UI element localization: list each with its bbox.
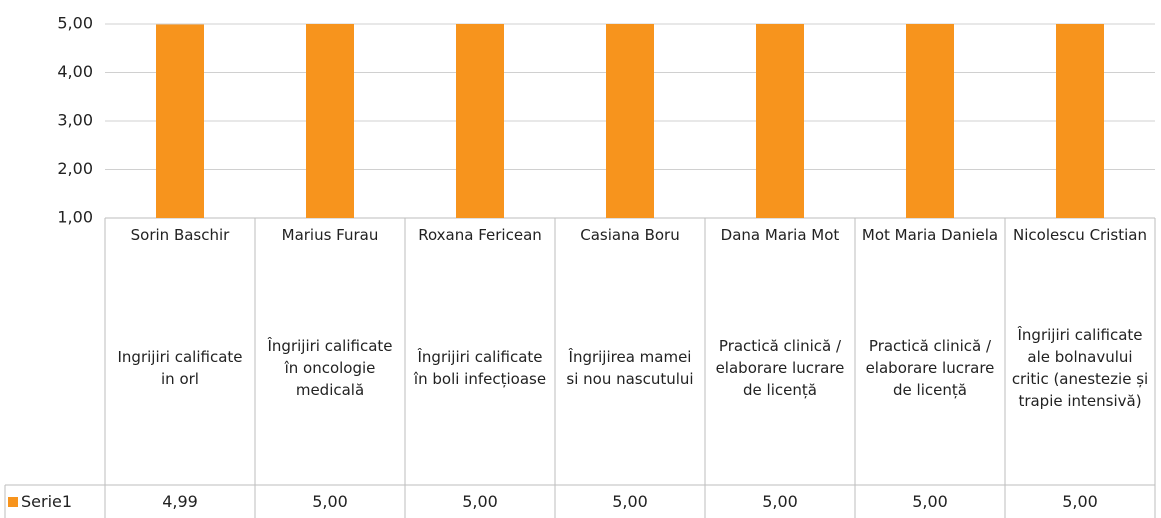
value-label: 5,00: [462, 492, 498, 511]
category-course: Îngrijiri calificate în boli infecțioase: [413, 347, 547, 388]
bar: [906, 24, 954, 218]
category-cell: Sorin Baschir Ingrijiri calificate in orl: [105, 218, 255, 485]
value-label: 4,99: [162, 492, 198, 511]
category-course: Practică clinică / elaborare lucrare de …: [865, 336, 995, 399]
value-label: 5,00: [312, 492, 348, 511]
bar: [306, 24, 354, 218]
category-cell: Casiana Boru Îngrijirea mamei si nou nasc…: [555, 218, 705, 485]
y-tick-label: 3,00: [57, 111, 93, 130]
legend-label: Serie1: [21, 492, 73, 511]
category-course: Ingrijiri calificate in orl: [117, 347, 243, 388]
value-label: 5,00: [762, 492, 798, 511]
y-tick-label: 5,00: [57, 14, 93, 33]
category-cell: Roxana Fericean Îngrijiri calificate în b…: [405, 218, 555, 485]
value-label: 5,00: [1062, 492, 1098, 511]
bar: [606, 24, 654, 218]
bar: [156, 24, 204, 218]
category-name: Casiana Boru: [580, 226, 680, 244]
category-name: Sorin Baschir: [130, 226, 230, 244]
bar: [456, 24, 504, 218]
y-tick-label: 4,00: [57, 62, 93, 81]
y-tick-label: 1,00: [57, 208, 93, 227]
category-course: Îngrijiri calificate în oncologie medica…: [267, 336, 393, 399]
category-cell: Nicolescu Cristian Îngrijiri calificate a…: [1005, 218, 1155, 485]
bar: [1056, 24, 1104, 218]
value-label: 5,00: [612, 492, 648, 511]
legend-entry: Serie1: [8, 485, 72, 518]
category-course: Practică clinică / elaborare lucrare de …: [715, 336, 845, 399]
category-name: Mot Maria Daniela: [861, 226, 999, 244]
category-cell: Dana Maria Mot Practică clinică / elabora…: [705, 218, 855, 485]
category-course: Îngrijirea mamei si nou nascutului: [566, 347, 694, 388]
category-cell: Mot Maria Daniela Practică clinică / elab…: [855, 218, 1005, 485]
y-tick-label: 2,00: [57, 159, 93, 178]
category-name: Nicolescu Cristian: [1013, 226, 1147, 244]
category-cell: Marius Furau Îngrijiri calificate în onco…: [255, 218, 405, 485]
category-name: Roxana Fericean: [418, 226, 542, 244]
category-course: Îngrijiri calificate ale bolnavului crit…: [1011, 325, 1149, 410]
category-name: Marius Furau: [281, 226, 379, 244]
bar: [756, 24, 804, 218]
value-label: 5,00: [912, 492, 948, 511]
legend-swatch: [8, 496, 18, 507]
category-name: Dana Maria Mot: [720, 226, 840, 244]
